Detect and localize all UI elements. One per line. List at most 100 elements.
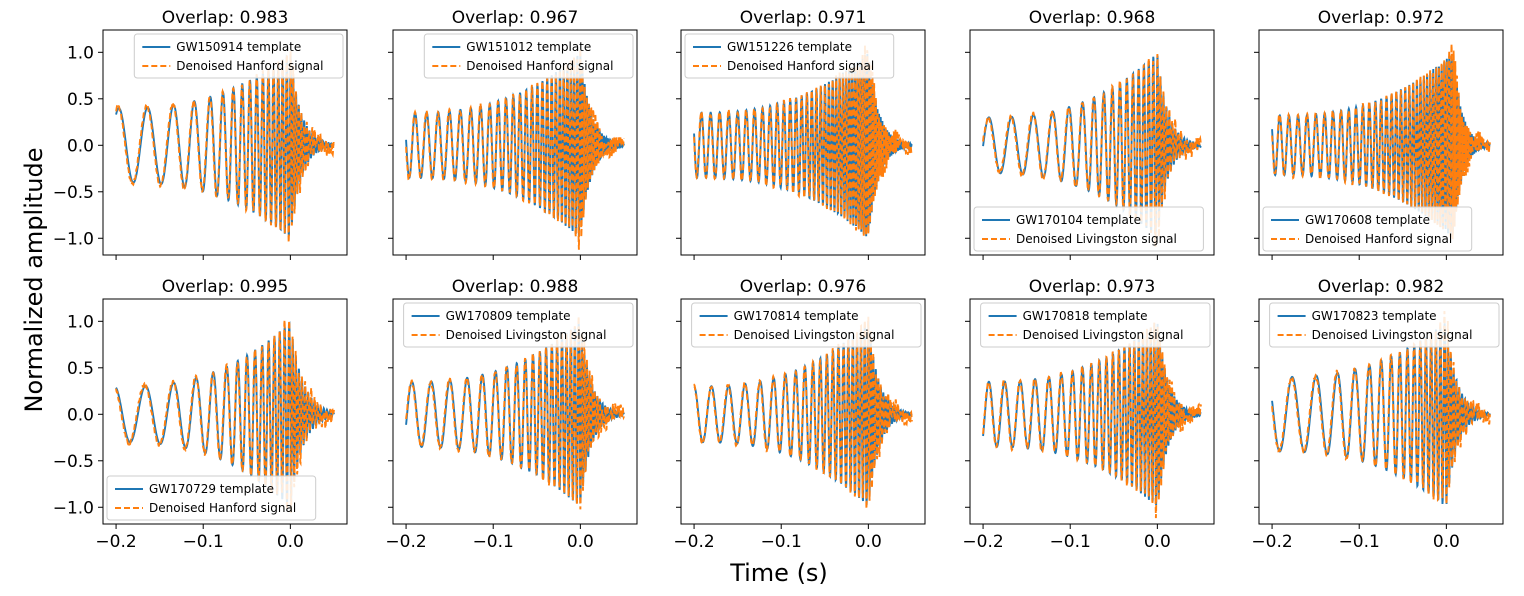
- y-tick-label: −1.0: [53, 229, 94, 249]
- subplot-title: Overlap: 0.968: [1029, 8, 1156, 28]
- subplot-title: Overlap: 0.988: [452, 277, 579, 297]
- legend-label: GW150914 template: [176, 40, 301, 54]
- plot-area: [1271, 44, 1491, 240]
- axes-frame: [102, 29, 348, 256]
- subplot-8: Overlap: 0.976 −0.2 −0.1 0.0 GW170814 templa…: [673, 277, 926, 552]
- legend-label: Denoised Hanford signal: [727, 59, 874, 73]
- legend-label: GW151226 template: [727, 40, 852, 54]
- legend-box: [133, 33, 344, 79]
- x-tick-label: 0.0: [855, 532, 882, 552]
- plot-area: [693, 316, 913, 509]
- legend-box: [106, 475, 317, 521]
- subplot-9: Overlap: 0.973 −0.2 −0.1 0.0 GW170818 templa…: [962, 277, 1215, 552]
- series-signal-line: [982, 54, 1202, 247]
- subplot-7: Overlap: 0.988 −0.2 −0.1 0.0 GW170809 templa…: [385, 277, 638, 552]
- subplot-2: Overlap: 0.967 GW151012 template Denoised …: [388, 8, 638, 260]
- legend-box: [1262, 206, 1473, 252]
- x-tick-label: 0.0: [277, 532, 304, 552]
- axes-frame: [102, 298, 348, 525]
- plot-area: [982, 54, 1202, 247]
- legend: GW170809 template Denoised Livingston sig…: [403, 302, 634, 348]
- legend: GW150914 template Denoised Hanford signal: [133, 33, 344, 79]
- plot-area: [115, 320, 335, 513]
- subplot-1: Overlap: 0.983 −1.0 −0.5 0.0 0.5 1.0 GW150914 …: [53, 8, 348, 260]
- series-signal-line: [693, 316, 913, 509]
- y-tick-label: 0.0: [67, 405, 94, 425]
- legend-box: [684, 33, 895, 79]
- y-tick-label: 0.5: [67, 359, 94, 379]
- series-signal-line: [115, 320, 335, 513]
- plot-area: [405, 316, 625, 510]
- x-tick-label: 0.0: [567, 532, 594, 552]
- legend-label: GW151012 template: [466, 40, 591, 54]
- series-signal-line: [693, 45, 913, 236]
- x-tick-label: −0.2: [962, 532, 1003, 552]
- x-tick-label: −0.2: [95, 532, 136, 552]
- y-tick-label: 1.0: [67, 43, 94, 63]
- x-tick-label: −0.1: [761, 532, 802, 552]
- axes-frame: [1258, 29, 1504, 256]
- subplot-10: Overlap: 0.982 −0.2 −0.1 0.0 GW170823 templa…: [1251, 277, 1504, 552]
- x-tick-label: −0.2: [673, 532, 714, 552]
- legend: GW151012 template Denoised Hanford signal: [423, 33, 634, 79]
- legend-label: GW170814 template: [734, 309, 859, 323]
- legend: GW170814 template Denoised Livingston sig…: [691, 302, 922, 348]
- figure-xlabel: Time (s): [729, 559, 828, 587]
- legend-label: GW170608 template: [1305, 213, 1430, 227]
- subplot-title: Overlap: 0.983: [162, 8, 289, 28]
- plot-area: [405, 48, 625, 250]
- series-signal-line: [405, 316, 625, 510]
- legend: GW170818 template Denoised Livingston sig…: [980, 302, 1211, 348]
- legend-label: Denoised Livingston signal: [1023, 328, 1184, 342]
- axes-frame: [392, 29, 638, 256]
- subplot-title: Overlap: 0.972: [1318, 8, 1445, 28]
- legend: GW170608 template Denoised Hanford signal: [1262, 206, 1473, 252]
- y-tick-label: −0.5: [53, 183, 94, 203]
- subplot-grid: Overlap: 0.983 −1.0 −0.5 0.0 0.5 1.0 GW150914 …: [53, 8, 1504, 552]
- legend-box: [691, 302, 922, 348]
- legend-label: GW170809 template: [446, 309, 571, 323]
- figure-ylabel: Normalized amplitude: [20, 147, 48, 412]
- x-tick-label: −0.2: [1251, 532, 1292, 552]
- x-tick-label: −0.2: [385, 532, 426, 552]
- subplot-title: Overlap: 0.995: [162, 277, 289, 297]
- series-signal-line: [1271, 44, 1491, 240]
- legend-label: Denoised Livingston signal: [1016, 232, 1177, 246]
- legend: GW170104 template Denoised Livingston sig…: [973, 206, 1204, 252]
- axes-frame: [969, 29, 1215, 256]
- legend: GW151226 template Denoised Hanford signal: [684, 33, 895, 79]
- subplot-title: Overlap: 0.982: [1318, 277, 1445, 297]
- legend-label: GW170729 template: [149, 482, 274, 496]
- legend-box: [973, 206, 1204, 252]
- subplot-6: Overlap: 0.995 −1.0 −0.5 0.0 0.5 1.0 −0.2 −0.1 0…: [53, 277, 348, 552]
- legend: GW170823 template Denoised Livingston sig…: [1269, 302, 1500, 348]
- y-tick-label: 0.5: [67, 90, 94, 110]
- subplot-3: Overlap: 0.971 GW151226 template Denoised …: [676, 8, 926, 260]
- plot-area: [693, 45, 913, 237]
- legend-box: [980, 302, 1211, 348]
- x-tick-label: −0.1: [1339, 532, 1380, 552]
- x-tick-label: −0.1: [183, 532, 224, 552]
- plot-area: [982, 322, 1202, 519]
- subplot-title: Overlap: 0.976: [740, 277, 867, 297]
- series-signal-line: [115, 51, 335, 243]
- legend-box: [1269, 302, 1500, 348]
- axes-frame: [1258, 298, 1504, 525]
- subplot-title: Overlap: 0.973: [1029, 277, 1156, 297]
- legend-label: Denoised Hanford signal: [466, 59, 613, 73]
- x-tick-label: 0.0: [1433, 532, 1460, 552]
- axes-frame: [680, 298, 926, 525]
- axes-frame: [680, 29, 926, 256]
- legend-label: Denoised Livingston signal: [1312, 328, 1473, 342]
- plot-area: [1271, 311, 1491, 505]
- series-signal-line: [405, 48, 625, 250]
- plot-area: [115, 51, 335, 243]
- y-tick-label: 0.0: [67, 136, 94, 156]
- legend-label: Denoised Livingston signal: [734, 328, 895, 342]
- legend-label: GW170823 template: [1312, 309, 1437, 323]
- series-template-line: [405, 323, 625, 504]
- x-tick-label: −0.1: [473, 532, 514, 552]
- y-tick-label: −0.5: [53, 452, 94, 472]
- legend-label: GW170104 template: [1016, 213, 1141, 227]
